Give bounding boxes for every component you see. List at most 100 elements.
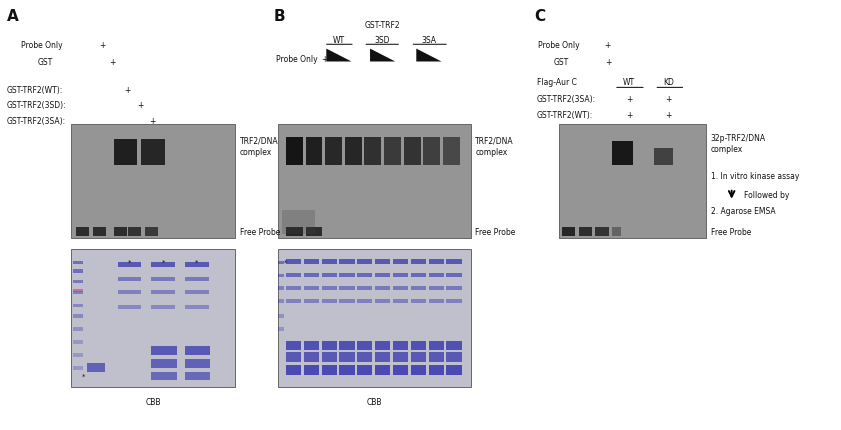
Text: GST-TRF2(WT):: GST-TRF2(WT): [537,111,593,120]
Text: Probe Only: Probe Only [276,55,317,64]
Bar [447,286,462,290]
Text: TRF2/DNA
complex: TRF2/DNA complex [475,136,514,156]
Bar [141,140,165,166]
Bar [304,353,319,362]
Bar [410,273,426,277]
Bar [118,290,141,295]
Bar [393,353,408,362]
Text: *: * [195,259,198,265]
Bar [393,366,408,375]
Bar [357,366,373,375]
Polygon shape [416,49,442,62]
Bar [579,228,592,236]
Bar [429,299,444,303]
Bar [429,259,444,264]
Text: GST-TRF2(3SA):: GST-TRF2(3SA): [7,117,66,126]
Bar [410,366,426,375]
Bar [357,286,373,290]
Text: *: * [161,259,165,265]
Bar [340,286,355,290]
Bar [76,228,89,236]
Bar [304,286,319,290]
Bar [357,299,373,303]
Text: Probe Only: Probe Only [21,41,62,49]
Text: +: + [665,95,672,103]
Bar [559,125,706,239]
Bar [321,366,336,375]
Text: B: B [273,9,285,24]
Text: +: + [109,58,116,67]
Bar [375,259,390,264]
Bar [447,366,462,375]
Bar [357,353,373,362]
Bar [443,138,460,166]
Bar [286,286,301,290]
Bar [278,274,284,277]
Bar [404,138,420,166]
Text: Free Probe: Free Probe [711,228,751,236]
Bar [345,138,362,166]
Bar [185,346,210,355]
Bar [286,341,301,350]
Bar [278,300,284,303]
Text: A: A [7,9,19,24]
Bar [447,273,462,277]
Bar [305,138,322,166]
Bar [321,341,336,350]
Bar [286,227,303,237]
Text: GST-TRF2(WT):: GST-TRF2(WT): [7,86,63,95]
Text: TRF2/DNA
complex: TRF2/DNA complex [240,136,278,156]
Text: 2. Agarose EMSA: 2. Agarose EMSA [711,206,775,215]
Bar [185,277,209,282]
Text: +: + [606,58,612,67]
Bar [393,299,408,303]
Bar [278,315,284,318]
Bar [278,328,284,331]
Bar [114,140,137,166]
Text: WT: WT [333,37,345,45]
Text: 3SA: 3SA [421,37,436,45]
Bar [151,359,177,368]
Text: KD: KD [664,78,674,87]
Bar [410,259,426,264]
Bar [73,291,83,295]
Text: CBB: CBB [367,398,382,406]
Bar [73,366,83,370]
Bar [429,353,444,362]
Bar [286,138,303,166]
Bar [118,262,141,267]
Bar [71,249,235,387]
Bar [118,277,141,282]
Bar [393,259,408,264]
Text: *: * [128,259,131,265]
Bar [73,328,83,331]
Bar [340,353,355,362]
Text: +: + [137,101,144,110]
Bar [118,305,141,310]
Bar [364,138,381,166]
Bar [73,270,83,273]
Text: Followed by: Followed by [744,191,790,200]
Bar [375,299,390,303]
Text: +: + [124,86,131,95]
Bar [321,273,336,277]
Bar [447,299,462,303]
Bar [278,287,284,290]
Bar [393,273,408,277]
Bar [286,299,301,303]
Bar [185,359,210,368]
Bar [278,249,471,387]
Bar [185,372,210,381]
Bar [304,299,319,303]
Text: +: + [626,95,632,103]
Bar [114,228,127,236]
Bar [410,353,426,362]
Text: *: * [82,373,85,379]
Bar [87,363,105,372]
Text: +: + [604,41,611,49]
Bar [423,138,440,166]
Bar [73,353,83,357]
Bar [612,142,633,166]
Text: GST: GST [38,58,53,67]
Bar [304,259,319,264]
